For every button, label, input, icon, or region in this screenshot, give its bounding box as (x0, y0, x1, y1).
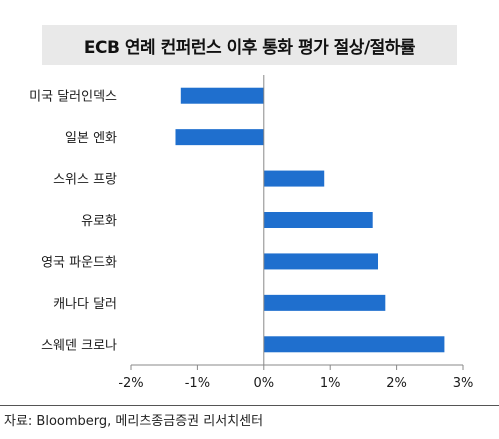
x-tick-label-4: 2% (386, 376, 407, 391)
x-tick-label-3: 1% (320, 376, 341, 391)
bar-3 (263, 212, 373, 228)
bar-4 (263, 253, 379, 270)
source-note: 자료: Bloomberg, 메리츠종금증권 리서치센터 (4, 414, 264, 429)
category-label-1: 일본 엔화 (65, 131, 117, 146)
category-label-2: 스위스 프랑 (53, 173, 117, 188)
category-label-0: 미국 달러인덱스 (29, 90, 117, 105)
x-tick-label-0: -2% (118, 376, 143, 391)
bar-5 (263, 294, 386, 311)
chart-title: ECB 연례 컨퍼런스 이후 통화 평가 절상/절하률 (42, 25, 457, 65)
bar-1 (175, 129, 264, 146)
x-tick-label-2: 0% (253, 376, 274, 391)
category-label-3: 유로화 (81, 214, 117, 229)
bottom-divider (0, 405, 499, 406)
bar-0 (180, 87, 264, 104)
bar-6 (263, 336, 445, 353)
x-tick-label-5: 3% (453, 376, 474, 391)
x-tick-label-1: -1% (185, 376, 210, 391)
bar-2 (263, 170, 325, 187)
category-label-6: 스웨덴 크로나 (41, 338, 117, 353)
category-label-5: 캐나다 달러 (53, 297, 117, 312)
category-label-4: 영국 파운드화 (41, 255, 117, 270)
